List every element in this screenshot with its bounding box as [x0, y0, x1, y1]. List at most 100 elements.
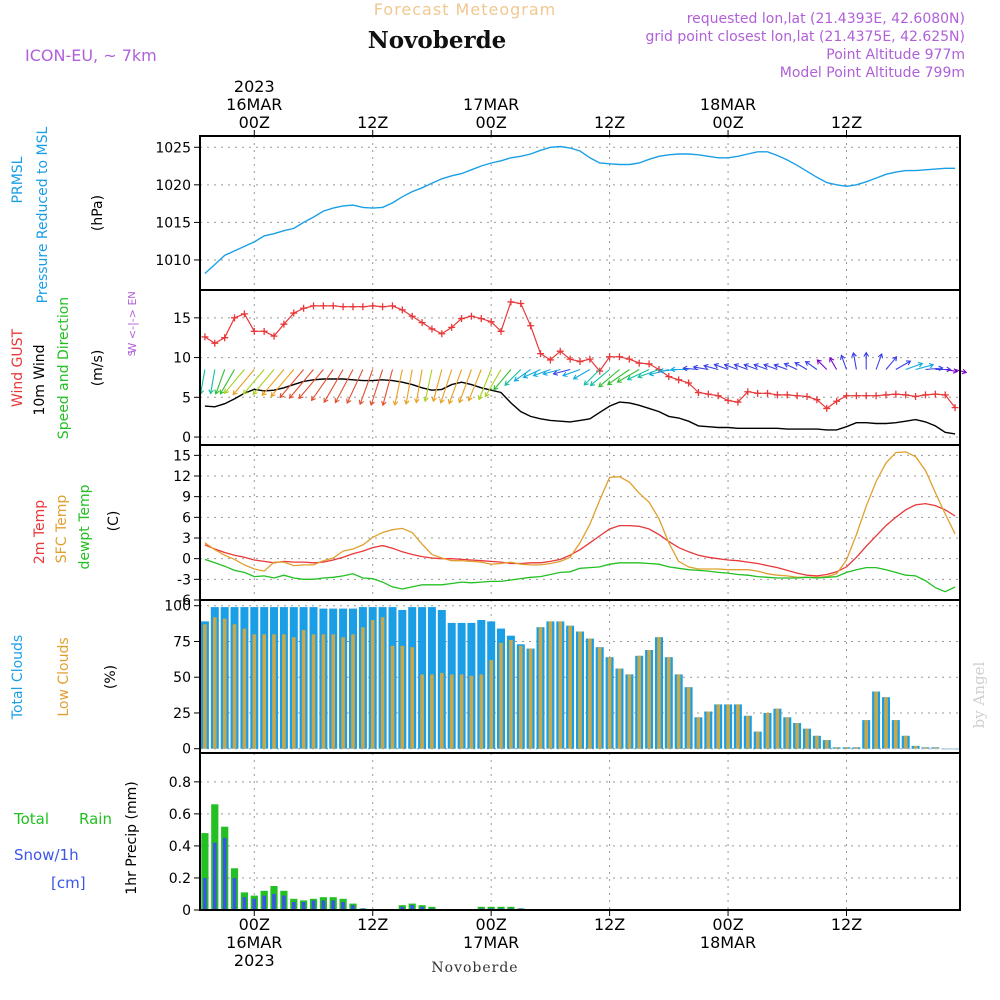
wind-unit: (m/s) — [90, 350, 106, 387]
wind-arrow — [484, 369, 502, 398]
gust-marker — [201, 333, 209, 341]
gust-marker — [665, 373, 673, 381]
low-cloud-bar — [341, 637, 345, 749]
y-tick-label: 15 — [173, 448, 191, 464]
low-cloud-bar — [410, 647, 414, 749]
credit: by Angel — [970, 661, 988, 728]
wind-arrow — [403, 369, 413, 406]
low-cloud-bar — [538, 627, 543, 749]
gust-marker — [487, 318, 495, 326]
gust-marker — [931, 390, 939, 398]
gust-marker — [773, 391, 781, 399]
wind-arrow — [851, 351, 857, 370]
low-cloud-bar — [548, 621, 553, 749]
low-cloud-bar — [459, 674, 464, 749]
low-cloud-bar — [222, 618, 227, 749]
pressure-line — [204, 145, 956, 275]
gust-marker — [537, 350, 545, 358]
product-title: Forecast Meteogram — [374, 0, 556, 19]
gust-marker — [280, 320, 288, 328]
low-cloud-bar — [815, 735, 819, 749]
snow-bar — [311, 900, 316, 910]
time-label-top: 12Z — [357, 113, 388, 132]
low-cloud-bar — [607, 657, 612, 749]
wind-arrow — [232, 369, 255, 396]
wind-labels: Wind GUST 10m Wind Speed and Direction (… — [10, 291, 139, 439]
temp-labels: 2m Temp SFC Temp dewpt Temp (C) — [32, 484, 122, 569]
low-cloud-bar — [361, 627, 365, 749]
gust-marker — [467, 312, 475, 320]
gust-marker — [813, 396, 821, 404]
wind-arrow — [743, 363, 758, 371]
low-cloud-bar — [370, 620, 375, 749]
wind-arrow — [915, 362, 935, 371]
time-label-top: 12Z — [594, 113, 625, 132]
wind-arrow — [542, 368, 561, 376]
low-cloud-bar — [884, 697, 888, 749]
low-cloud-bar — [301, 630, 306, 749]
wind-arrow — [572, 369, 591, 380]
footer-location: Novoberde — [431, 960, 518, 976]
wind-arrow — [839, 354, 848, 370]
y-tick-label: 1025 — [155, 140, 191, 156]
compass-s: S — [127, 350, 138, 356]
wind-arrow — [637, 368, 660, 379]
precip-label-rain: Rain — [79, 810, 112, 828]
snow-bar — [410, 905, 414, 910]
wind-arrow — [381, 369, 394, 407]
y-tick-label: 100 — [164, 599, 191, 615]
wind-arrow — [288, 369, 314, 399]
low-cloud-bar — [903, 735, 908, 749]
low-cloud-bar — [400, 645, 405, 749]
snow-bar — [420, 906, 424, 910]
wind-arrow — [219, 369, 235, 395]
time-label-top: 00Z — [476, 113, 507, 132]
low-cloud-bar — [854, 747, 859, 749]
low-cloud-bar — [746, 715, 750, 749]
wind-arrow — [346, 369, 364, 404]
time-label-bottom: 00Z — [712, 915, 743, 934]
gust-marker — [694, 389, 702, 397]
pressure-label-1: PRMSL — [10, 156, 26, 203]
low-cloud-bar — [528, 648, 533, 749]
precip-label-snow: Snow/1h — [14, 846, 79, 864]
time-label-bottom: 2023 — [234, 951, 275, 970]
gust-marker — [714, 392, 722, 400]
low-cloud-bar — [686, 687, 691, 749]
gust-marker — [566, 355, 574, 363]
gust-marker — [615, 353, 623, 361]
gust-marker — [902, 391, 910, 399]
wind-arrow — [753, 363, 768, 371]
wind-arrow — [875, 353, 884, 370]
low-cloud-bar — [736, 704, 740, 749]
y-tick-label: 15 — [173, 311, 191, 327]
y-tick-label: 0 — [182, 903, 191, 919]
wind-arrow — [606, 369, 630, 386]
wind-label-2: 10m Wind — [32, 344, 48, 415]
wind-arrow — [794, 361, 808, 370]
compass-we: W <-|-> E — [126, 299, 139, 354]
time-label-top: 00Z — [239, 113, 270, 132]
gust-marker — [527, 322, 535, 330]
snow-bar — [341, 902, 345, 910]
y-tick-label: 1015 — [155, 215, 191, 231]
low-cloud-bar — [242, 628, 247, 749]
wind-arrow — [392, 369, 403, 406]
gust-marker — [329, 302, 337, 310]
low-cloud-bar — [578, 631, 582, 749]
y-tick-label: 0 — [182, 552, 191, 568]
dewpt-line — [204, 558, 956, 593]
gust-marker — [586, 355, 594, 363]
wind-arrow — [334, 369, 354, 404]
low-cloud-bar — [647, 650, 651, 749]
y-tick-label: 0 — [182, 742, 191, 758]
wind-arrow — [895, 360, 912, 370]
wind-label-1: Wind GUST — [10, 328, 26, 407]
gust-marker — [734, 398, 742, 406]
wind-arrow — [552, 368, 571, 376]
wind-arrow — [905, 362, 924, 371]
precip-labels: Total Rain Snow/1h [cm] 1hr Precip (mm) — [13, 781, 140, 894]
wind-arrow — [522, 369, 541, 379]
gust-marker — [675, 376, 683, 384]
y-tick-label: 25 — [173, 706, 191, 722]
